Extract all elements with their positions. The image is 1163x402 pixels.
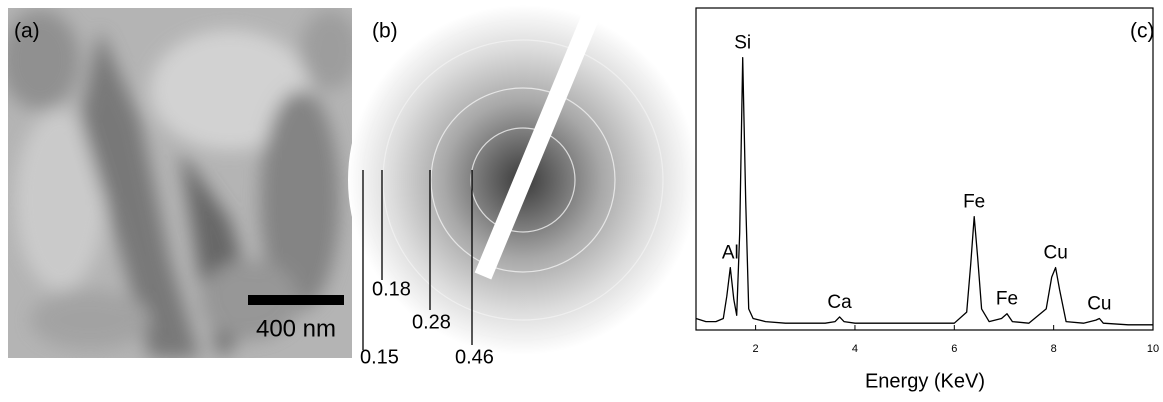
x-axis-title: Energy (KeV) [865, 370, 985, 392]
peak-label: Ca [827, 292, 852, 313]
peak-label: Cu [1043, 243, 1067, 264]
peak-label: Al [722, 243, 739, 264]
beam-stop [474, 14, 599, 280]
x-tick-label: 10 [1147, 343, 1159, 355]
peak-label: Fe [996, 289, 1018, 310]
x-tick-label: 8 [1051, 343, 1057, 355]
ring-label: 0.28 [412, 311, 451, 333]
panel-label: (b) [372, 20, 398, 43]
peak-label: Cu [1087, 293, 1111, 314]
ring-markers [362, 170, 473, 350]
panel-label: (c) [1130, 20, 1155, 43]
panel-label: (a) [14, 20, 40, 43]
x-tick-label: 4 [852, 343, 858, 355]
plot-frame [695, 7, 1154, 331]
spectrum-line [695, 57, 1153, 326]
scale-bar-label: 400 nm [256, 315, 336, 342]
ring-label: 0.18 [372, 278, 411, 300]
peak-label: Si [734, 33, 751, 54]
peak-label: Fe [963, 192, 985, 213]
scale-bar [248, 295, 344, 305]
x-tick-label: 2 [753, 343, 759, 355]
ring-label: 0.15 [360, 346, 399, 368]
x-tick-label: 6 [951, 343, 957, 355]
ring-label: 0.46 [455, 346, 494, 368]
diffraction-rings [362, 19, 684, 341]
tem-image [8, 8, 352, 358]
